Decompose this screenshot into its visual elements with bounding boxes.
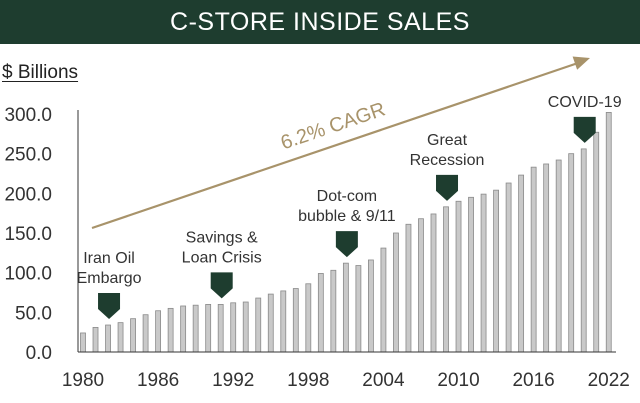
bar — [418, 218, 424, 353]
x-tick-label: 1986 — [137, 370, 179, 391]
bar — [568, 153, 575, 353]
x-tick-label: 2010 — [437, 370, 479, 391]
cagr-arrow-head-icon — [572, 56, 590, 70]
bar — [105, 324, 111, 353]
bar — [380, 247, 387, 353]
bar — [167, 307, 174, 353]
bar — [430, 213, 437, 353]
event-marker-icon — [436, 174, 459, 201]
bar — [80, 332, 86, 353]
bar — [443, 206, 449, 353]
bar — [580, 148, 587, 353]
event-marker-icon — [573, 116, 596, 143]
bar — [142, 314, 149, 353]
x-tick-label: 2022 — [588, 370, 630, 391]
event-marker-icon — [98, 293, 121, 320]
event-label: Great — [427, 132, 468, 149]
event-label: Iran Oil — [83, 250, 135, 267]
event-marker-icon — [210, 272, 233, 299]
bar — [180, 305, 187, 353]
event-label: Embargo — [77, 270, 142, 287]
x-tick-label: 2004 — [362, 370, 405, 391]
bar — [267, 293, 274, 353]
bar — [405, 223, 412, 353]
event-label: COVID-19 — [548, 94, 622, 111]
y-tick-label: 150.0 — [4, 224, 52, 245]
bar — [468, 196, 474, 353]
y-tick-label: 50.0 — [15, 303, 52, 324]
bar — [255, 297, 262, 353]
y-tick-label: 250.0 — [4, 145, 52, 166]
bar — [155, 310, 162, 353]
cagr-trend-line — [91, 61, 579, 230]
bar — [242, 301, 249, 353]
bar — [493, 189, 499, 353]
event-label: bubble & 9/11 — [298, 208, 396, 225]
bar — [330, 269, 337, 353]
bar — [280, 290, 287, 353]
bar — [355, 265, 362, 353]
bar — [530, 166, 537, 353]
y-tick-label: 300.0 — [4, 105, 52, 126]
x-tick-label: 1980 — [62, 370, 104, 391]
bar — [368, 259, 374, 353]
bar — [230, 302, 237, 353]
bar — [543, 163, 550, 353]
bar — [605, 112, 612, 353]
bar — [593, 131, 600, 353]
bar — [393, 232, 399, 353]
event-label: Recession — [410, 152, 485, 169]
chart-title: C-STORE INSIDE SALES — [0, 0, 640, 44]
bar — [505, 182, 512, 353]
bar — [192, 304, 199, 353]
bar — [305, 283, 312, 353]
x-tick-label: 1992 — [212, 370, 254, 391]
bar — [480, 193, 487, 353]
bar — [342, 262, 349, 353]
x-tick-label: 1998 — [287, 370, 329, 391]
bar — [292, 288, 299, 353]
y-axis-unit-label: $ Billions — [2, 62, 79, 83]
bar — [555, 159, 562, 353]
bar — [455, 200, 462, 353]
bar — [130, 318, 136, 353]
x-tick-label: 2016 — [512, 370, 554, 391]
y-tick-label: 200.0 — [4, 184, 52, 205]
event-label: Savings & — [186, 229, 258, 246]
bar — [117, 322, 124, 353]
event-label: Dot-com — [317, 188, 377, 205]
y-tick-label: 100.0 — [4, 264, 52, 285]
bar — [317, 273, 324, 353]
bar — [518, 174, 525, 353]
event-label: Loan Crisis — [182, 249, 262, 266]
bar — [205, 303, 212, 353]
bar — [217, 303, 224, 353]
bar — [92, 327, 99, 353]
y-tick-label: 0.0 — [26, 343, 52, 364]
event-marker-icon — [335, 231, 358, 258]
